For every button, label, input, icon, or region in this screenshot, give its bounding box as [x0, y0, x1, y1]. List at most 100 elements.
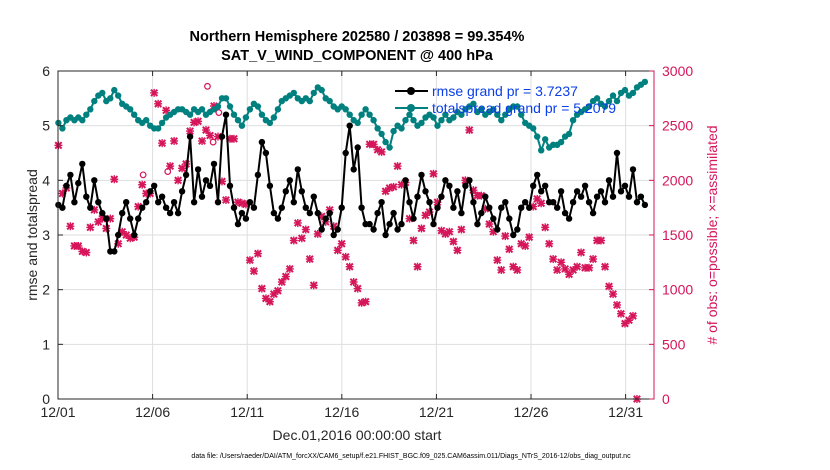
totalspread-point — [226, 103, 234, 110]
rmse-point — [342, 149, 349, 157]
rmse-point — [418, 171, 425, 179]
obs-assimilated-marker — [186, 127, 195, 136]
rmse-point — [135, 215, 142, 222]
totalspread-point — [59, 125, 66, 132]
rmse-point — [617, 188, 625, 195]
obs-assimilated-marker — [158, 139, 167, 148]
rmse-point — [506, 215, 513, 222]
rmse-point — [374, 209, 381, 217]
obs-assimilated-marker — [245, 256, 254, 265]
obs-assimilated-marker — [389, 182, 398, 191]
rmse-point — [174, 209, 182, 217]
totalspread-point — [557, 138, 565, 146]
rmse-point — [358, 204, 365, 211]
y-axis-left: 0 1 2 3 4 5 6 — [42, 63, 63, 407]
obs-assimilated-marker — [605, 282, 614, 291]
y-right-tick-label: 1500 — [662, 227, 693, 243]
obs-assimilated-marker — [249, 267, 258, 276]
obs-assimilated-marker — [74, 241, 83, 250]
rmse-point — [274, 215, 282, 222]
y-left-tick-label: 2 — [42, 282, 50, 298]
rmse-point — [302, 204, 309, 211]
obs-assimilated-marker — [221, 196, 230, 205]
x-tick-label: 12/16 — [324, 404, 359, 420]
rmse-point — [577, 193, 585, 200]
totalspread-point — [362, 106, 369, 113]
rmse-point — [338, 204, 345, 211]
rmse-point — [59, 204, 66, 211]
totalspread-point — [538, 147, 545, 154]
obs-possible-marker — [139, 171, 147, 179]
rmse-point — [194, 166, 202, 173]
rmse-point — [206, 182, 214, 189]
totalspread-point — [83, 111, 90, 118]
totalspread-point — [629, 89, 637, 97]
rmse-point — [382, 231, 389, 239]
obs-assimilated-marker — [281, 272, 290, 281]
rmse-point — [414, 193, 421, 200]
x-tick-label: 12/21 — [419, 404, 454, 420]
obs-assimilated-marker — [553, 265, 562, 274]
rmse-point — [569, 199, 577, 206]
rmse-point — [593, 193, 601, 200]
rmse-point — [111, 248, 118, 255]
rmse-point — [258, 138, 266, 146]
legend-rmse-label: rmse grand pr = 3.7237 — [432, 83, 578, 99]
rmse-point — [162, 204, 170, 211]
rmse-point — [422, 188, 429, 195]
obs-assimilated-marker — [229, 134, 238, 143]
obs-assimilated-marker — [545, 239, 554, 248]
rmse-point — [158, 193, 166, 200]
obs-assimilated-marker — [333, 246, 342, 255]
rmse-point — [442, 177, 449, 184]
rmse-point — [322, 215, 329, 222]
rmse-point — [186, 133, 194, 140]
totalspread-point — [306, 97, 313, 105]
totalspread-point — [270, 114, 278, 121]
rmse-point — [346, 122, 353, 129]
rmse-point — [438, 193, 445, 200]
totalspread-point — [569, 117, 577, 124]
rmse-point — [278, 204, 285, 211]
rmse-point — [514, 226, 521, 233]
totalspread-point — [79, 117, 86, 124]
rmse-point — [151, 182, 158, 189]
rmse-point — [71, 199, 78, 206]
totalspread-point — [442, 111, 449, 118]
rmse-point — [230, 204, 238, 211]
rmse-point — [502, 199, 509, 206]
obs-assimilated-marker — [465, 126, 474, 135]
rmse-point — [318, 226, 325, 233]
legend: rmse grand pr = 3.7237 totalspread grand… — [395, 83, 616, 116]
totalspread-point — [530, 125, 537, 132]
chart-title-line1: Northern Hemisphere 202580 / 203898 = 99… — [190, 29, 525, 45]
totalspread-point — [418, 119, 425, 127]
rmse-point — [198, 193, 206, 200]
rmse-point — [91, 177, 98, 184]
obs-assimilated-marker — [194, 117, 203, 126]
totalspread-point — [609, 92, 617, 99]
totalspread-point — [127, 106, 134, 113]
rmse-point — [334, 226, 341, 233]
obs-assimilated-marker — [561, 264, 570, 273]
totalspread-point — [585, 103, 593, 110]
obs-assimilated-marker — [166, 162, 175, 171]
totalspread-point — [621, 86, 629, 94]
rmse-point — [270, 209, 278, 217]
totalspread-point — [565, 130, 573, 138]
obs-assimilated-marker — [361, 297, 370, 306]
totalspread-point — [378, 130, 385, 138]
obs-assimilated-marker — [541, 223, 550, 232]
obs-assimilated-marker — [501, 232, 510, 241]
rmse-point — [350, 166, 357, 173]
obs-assimilated-marker — [82, 248, 91, 257]
y-left-tick-label: 6 — [42, 63, 50, 79]
totalspread-point — [87, 106, 94, 113]
totalspread-point — [434, 122, 441, 129]
totalspread-point — [158, 119, 166, 127]
rmse-point — [633, 199, 641, 206]
totalspread-point — [478, 106, 485, 113]
y-axis-right: 0 500 1000 1500 2000 2500 3000 — [649, 63, 693, 407]
totalspread-point — [230, 111, 238, 118]
rmse-point — [190, 199, 198, 206]
